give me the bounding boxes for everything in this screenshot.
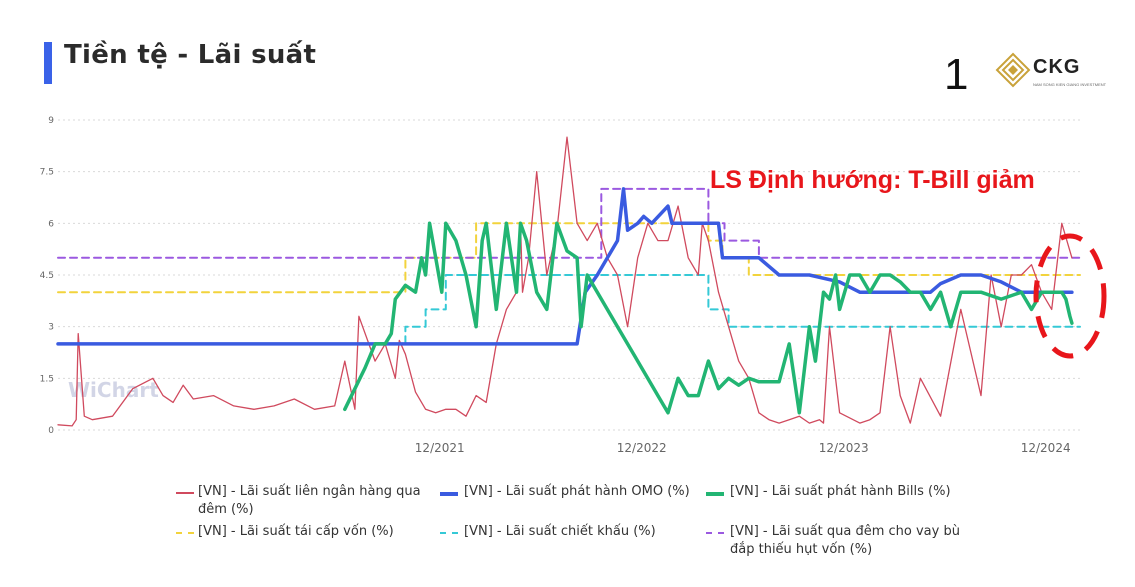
y-tick-label: 0 <box>48 426 54 436</box>
y-tick-label: 1.5 <box>40 374 54 384</box>
y-tick-label: 9 <box>48 116 54 126</box>
x-tick-label: 12/2022 <box>617 441 667 455</box>
x-tick-label: 12/2021 <box>415 441 465 455</box>
series-line-0 <box>57 136 1073 427</box>
y-tick-label: 3 <box>48 323 54 333</box>
page-number: 1 <box>944 50 969 99</box>
logo-subtext: NAM SONG KIEN GIANG INVESTMENT <box>1033 82 1107 87</box>
series-line-2 <box>343 221 1074 415</box>
highlight-ellipse <box>1033 233 1107 359</box>
logo-text: CKG <box>1033 56 1081 78</box>
series-line-4 <box>57 274 1081 345</box>
ckg-logo-icon <box>995 52 1031 88</box>
x-tick-label: 12/2023 <box>819 441 869 455</box>
chart-annotation: LS Định hướng: T-Bill giảm <box>710 166 1035 194</box>
series-line-5 <box>57 187 1081 259</box>
company-logo: CKG NAM SONG KIEN GIANG INVESTMENT <box>995 52 1106 94</box>
y-tick-label: 4.5 <box>40 271 54 281</box>
title-accent-bar <box>44 42 52 84</box>
x-tick-label: 12/2024 <box>1021 441 1071 455</box>
y-tick-label: 6 <box>48 219 54 229</box>
page-title: Tiền tệ - Lãi suất <box>64 40 317 70</box>
series-line-1 <box>56 187 1074 346</box>
y-tick-label: 7.5 <box>40 168 54 178</box>
